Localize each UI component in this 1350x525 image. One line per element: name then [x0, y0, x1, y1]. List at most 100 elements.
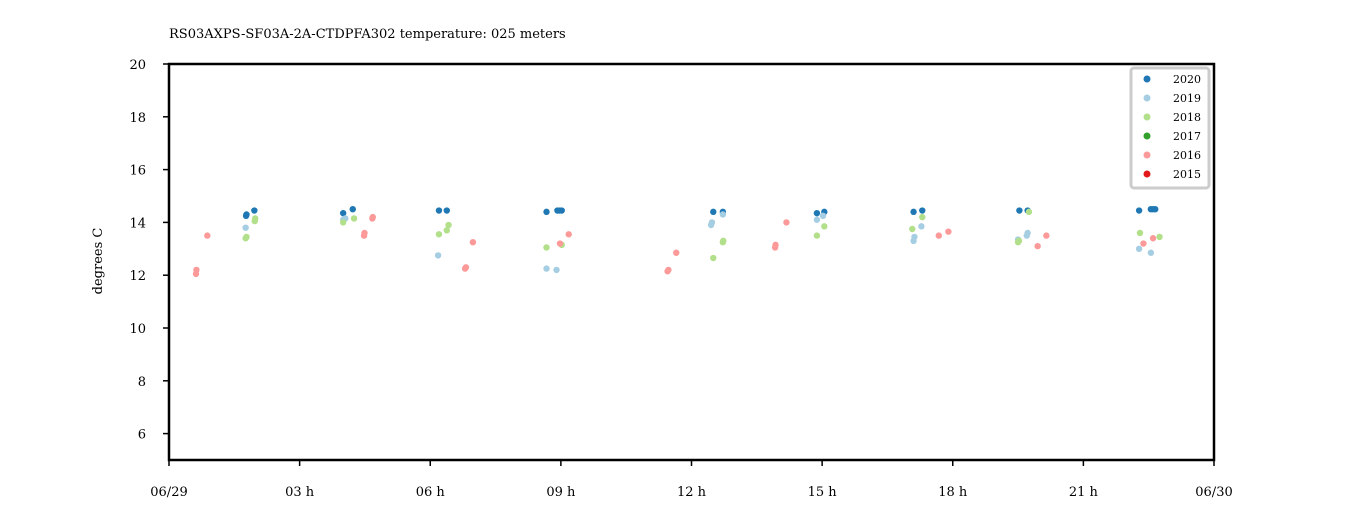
legend-marker-2015 [1143, 170, 1151, 178]
data-point-2020 [339, 209, 347, 217]
data-point-2018 [919, 213, 926, 221]
y-tick-label: 6 [138, 428, 146, 443]
data-point-2020 [910, 208, 917, 216]
data-point-2018 [445, 221, 452, 229]
y-tick-label: 8 [138, 375, 146, 390]
data-point-2018 [252, 215, 259, 222]
data-point-2019 [918, 223, 925, 230]
data-point-2016 [935, 232, 943, 239]
data-point-2019 [1024, 229, 1031, 237]
x-tick-label: 06 h [416, 485, 446, 500]
data-points [192, 206, 1163, 278]
data-point-2018 [350, 215, 358, 222]
data-point-2020 [813, 209, 821, 217]
y-tick-label: 14 [129, 216, 146, 231]
y-tick-label: 16 [129, 164, 146, 179]
data-point-2016 [565, 231, 572, 238]
data-point-2016 [772, 241, 779, 249]
data-point-2018 [339, 219, 347, 226]
data-point-2018 [813, 232, 821, 239]
data-point-2020 [243, 211, 250, 218]
data-point-2016 [673, 249, 680, 256]
y-tick-label: 12 [129, 269, 146, 284]
data-point-2016 [556, 240, 564, 247]
data-point-2019 [543, 265, 550, 272]
x-axis: 06/29 03 h 06 h 09 h 12 h 15 h 18 h 21 h 06/30 [150, 460, 1233, 500]
data-point-2019 [708, 219, 716, 226]
x-tick-label: 18 h [938, 485, 968, 500]
legend: 2020 2019 2018 2017 2016 2015 [1129, 66, 1211, 190]
data-point-2018 [710, 254, 717, 262]
data-point-2020 [443, 207, 450, 214]
data-point-2020 [1152, 206, 1159, 213]
data-point-2020 [435, 207, 443, 214]
data-point-2019 [813, 216, 821, 223]
legend-label-2015: 2015 [1173, 168, 1201, 181]
legend-marker-2016 [1143, 151, 1151, 159]
legend-label-2020: 2020 [1173, 73, 1201, 86]
data-point-2016 [783, 219, 790, 226]
data-point-2020 [919, 207, 926, 214]
data-point-2018 [435, 231, 443, 238]
y-tick-label: 18 [129, 111, 146, 126]
data-point-2016 [462, 264, 470, 271]
data-point-2020 [349, 206, 356, 213]
data-point-2018 [1025, 208, 1033, 216]
data-point-2020 [1135, 207, 1143, 214]
x-tick-label: 06/29 [150, 485, 187, 500]
x-tick-label: 06/30 [1195, 485, 1232, 500]
y-tick-label: 20 [129, 58, 146, 73]
data-point-2019 [911, 233, 918, 241]
data-point-2016 [361, 229, 368, 237]
data-point-2019 [1147, 249, 1155, 256]
data-point-2016 [369, 213, 376, 221]
data-point-2016 [204, 232, 211, 239]
data-point-2020 [558, 207, 565, 214]
data-point-2016 [665, 266, 672, 274]
x-tick-label: 09 h [546, 485, 576, 500]
x-tick-label: 12 h [677, 485, 707, 500]
data-point-2018 [1136, 229, 1144, 237]
data-point-2019 [719, 211, 727, 218]
data-point-2020 [1016, 207, 1023, 214]
chart-title: RS03AXPS-SF03A-2A-CTDPFA302 temperature:… [169, 27, 566, 42]
data-point-2018 [909, 225, 916, 233]
data-point-2016 [469, 239, 477, 246]
legend-label-2017: 2017 [1173, 130, 1201, 143]
data-point-2019 [242, 224, 249, 231]
data-point-2018 [1156, 233, 1163, 241]
data-point-2020 [710, 208, 717, 216]
data-point-2018 [720, 237, 727, 245]
data-point-2019 [819, 212, 827, 219]
plot-frame [167, 62, 1216, 462]
data-point-2018 [443, 227, 450, 234]
x-tick-label: 15 h [808, 485, 838, 500]
y-axis: 6 8 10 12 14 16 18 20 [129, 58, 169, 443]
data-point-2019 [553, 266, 560, 274]
data-point-2018 [821, 223, 828, 230]
y-axis-label: degrees C [91, 228, 106, 295]
x-tick-label: 03 h [285, 485, 315, 500]
data-point-2016 [193, 266, 200, 274]
x-tick-label: 21 h [1069, 485, 1099, 500]
legend-label-2019: 2019 [1173, 92, 1201, 105]
data-point-2018 [1015, 237, 1023, 245]
data-point-2018 [243, 233, 250, 241]
legend-label-2018: 2018 [1173, 111, 1201, 124]
data-point-2019 [1135, 245, 1143, 252]
data-point-2016 [1034, 242, 1041, 250]
data-point-2018 [543, 244, 550, 251]
legend-marker-2017 [1143, 132, 1151, 140]
data-point-2020 [251, 207, 258, 214]
data-point-2019 [434, 252, 442, 259]
data-point-2016 [1043, 232, 1050, 239]
data-point-2020 [543, 208, 550, 216]
legend-marker-2019 [1143, 94, 1151, 102]
legend-marker-2020 [1143, 75, 1151, 83]
legend-marker-2018 [1143, 113, 1151, 121]
data-point-2016 [1149, 235, 1157, 242]
data-point-2016 [945, 228, 952, 235]
data-point-2016 [1140, 240, 1147, 247]
legend-label-2016: 2016 [1173, 149, 1201, 162]
